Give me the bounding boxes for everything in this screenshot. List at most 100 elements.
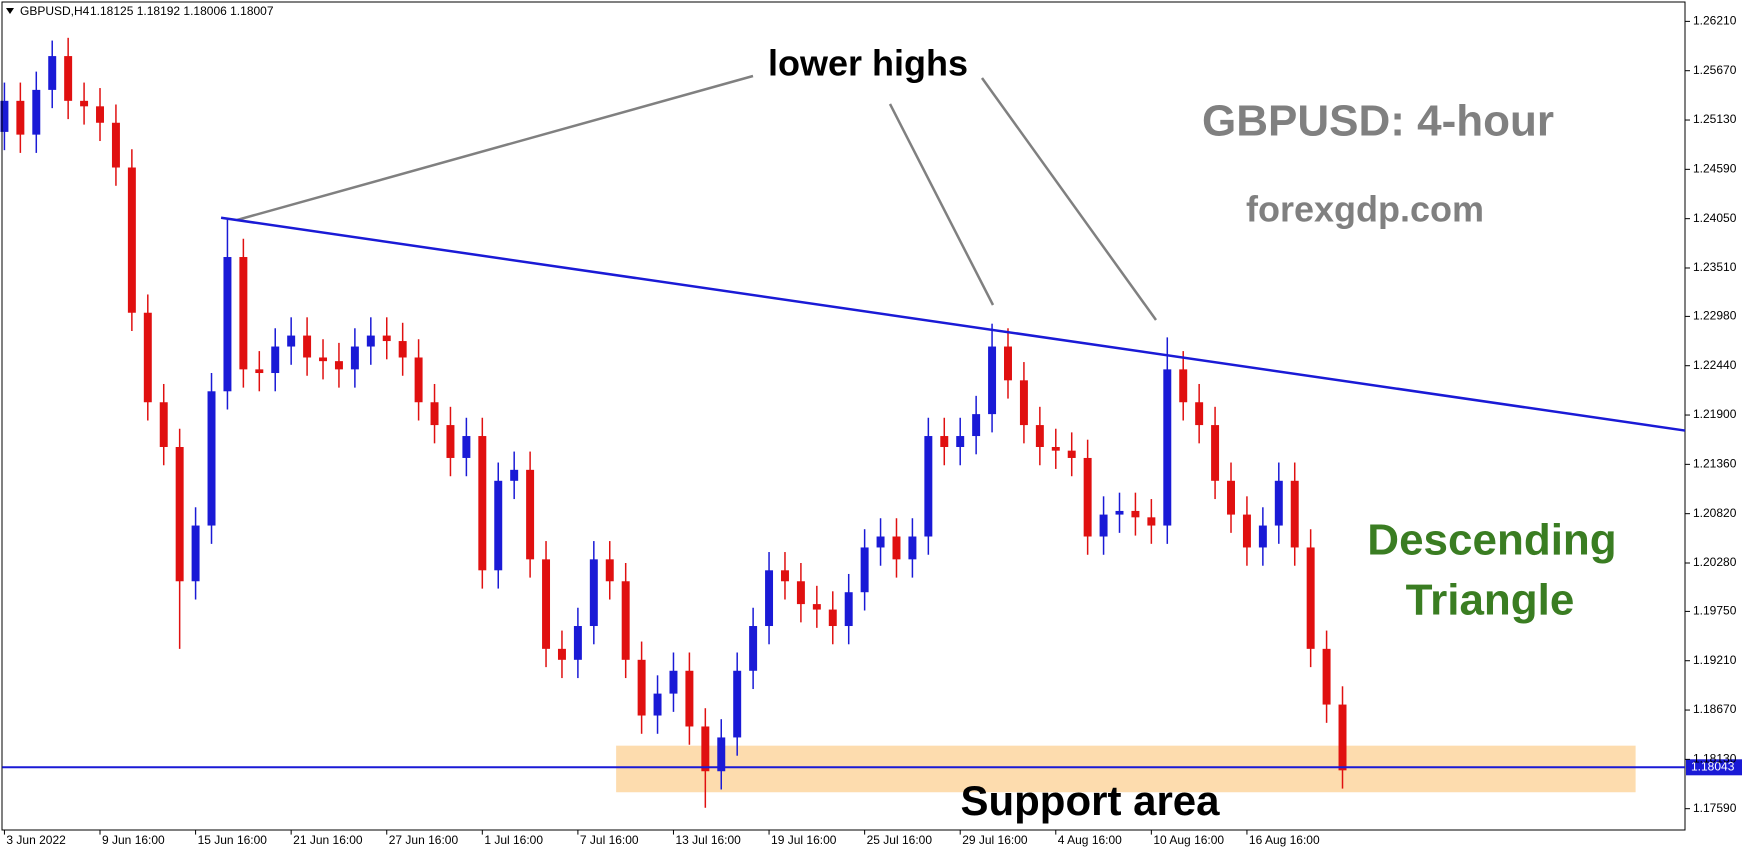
candle-body (1004, 346, 1012, 381)
candle-body (908, 536, 917, 560)
candle-body (366, 335, 375, 347)
price-tag (1686, 759, 1742, 776)
marks-layer (0, 37, 1347, 808)
price-tag-label: 1.18043 (1691, 759, 1735, 773)
candle-body (1211, 425, 1220, 481)
y-tick-label: 1.24590 (1693, 162, 1737, 176)
y-tick-label: 1.17590 (1693, 801, 1737, 815)
candle-body (972, 414, 981, 437)
candle-body (494, 480, 503, 571)
candle-body (1099, 514, 1108, 537)
candle-body (1067, 450, 1076, 458)
y-tick-label: 1.24050 (1693, 211, 1737, 225)
candle-body (398, 341, 407, 358)
y-tick-label: 1.18670 (1693, 702, 1737, 716)
y-tick-label: 1.25670 (1693, 63, 1737, 77)
candle-body (924, 436, 933, 537)
y-tick-label: 1.23510 (1693, 260, 1737, 274)
candle-body (557, 648, 566, 660)
candle-body (446, 425, 455, 458)
pattern-label: Triangle (1406, 576, 1575, 625)
candle-body (32, 89, 41, 135)
y-tick-label: 1.21360 (1693, 457, 1737, 471)
y-tick-label: 1.25130 (1693, 112, 1737, 126)
candle-body (1131, 510, 1140, 518)
candle-body (478, 436, 487, 571)
candle-body (1019, 380, 1028, 426)
candle-body (526, 469, 535, 560)
candle-body (191, 525, 200, 582)
x-tick-label: 4 Aug 16:00 (1058, 833, 1122, 847)
candle-body (16, 100, 25, 135)
plot-frame (1, 1, 1686, 831)
candle-body (48, 56, 57, 90)
x-tick-label: 10 Aug 16:00 (1153, 833, 1224, 847)
menu-arrow (6, 8, 14, 14)
candle-body (765, 570, 774, 627)
candle-body (223, 257, 232, 392)
candle-body (637, 659, 646, 716)
x-tick-label: 15 Jun 16:00 (198, 833, 268, 847)
x-tick-label: 13 Jul 16:00 (675, 833, 741, 847)
candle-body (1147, 517, 1156, 526)
x-tick-label: 16 Aug 16:00 (1249, 833, 1320, 847)
y-tick-label: 1.19210 (1693, 653, 1737, 667)
pointer-line (980, 77, 1158, 321)
candle-body (701, 726, 710, 772)
x-tick-label: 7 Jul 16:00 (580, 833, 639, 847)
candle-body (685, 670, 694, 727)
candle-body (653, 693, 662, 716)
candle-body (64, 56, 73, 101)
x-tick-label: 29 Jul 16:00 (962, 833, 1028, 847)
pattern-label: Descending (1367, 516, 1616, 565)
x-tick-label: 3 Jun 2022 (6, 833, 66, 847)
candle-body (573, 626, 582, 660)
candle-body (1322, 648, 1331, 705)
candle-body (956, 436, 965, 447)
candle-body (239, 257, 248, 370)
support-zone (616, 745, 1636, 793)
candle-body (940, 436, 949, 447)
ohlc-readout: 1.18125 1.18192 1.18006 1.18007 (90, 4, 274, 18)
y-tick-label: 1.22440 (1693, 358, 1737, 372)
candle-body (542, 559, 551, 649)
candle-body (1195, 402, 1204, 426)
candle-body (589, 559, 598, 627)
pointer-line (888, 103, 995, 306)
candle-body (271, 346, 280, 374)
site-name: forexgdp.com (1246, 189, 1484, 230)
candle-body (319, 357, 328, 362)
candle-body (175, 446, 184, 582)
candle-body (1227, 480, 1235, 515)
candle-body (733, 670, 742, 738)
top-layer: 1.18043 (2, 216, 1742, 776)
trendline (220, 216, 1686, 432)
candle-body (287, 335, 296, 347)
candle-body (605, 559, 614, 582)
candle-body (1115, 510, 1124, 515)
candle-body (796, 581, 805, 605)
candle-body (414, 357, 423, 403)
candle-body (988, 346, 997, 415)
candle-body (892, 536, 901, 560)
candle-body (1179, 369, 1188, 403)
support-label: Support area (960, 777, 1220, 824)
y-tick-label: 1.20280 (1693, 555, 1737, 569)
candle-body (96, 106, 104, 123)
x-tick-label: 1 Jul 16:00 (484, 833, 543, 847)
candle-body (510, 469, 519, 481)
candle-body (1290, 480, 1299, 548)
candle-body (812, 604, 821, 610)
y-tick-label: 1.21900 (1693, 407, 1737, 421)
candle-body (621, 581, 630, 660)
candle-body (255, 369, 264, 374)
candle-body (1051, 446, 1060, 451)
candle-body (1083, 457, 1092, 537)
candle-body (1258, 525, 1267, 548)
candle-body (828, 609, 837, 627)
y-tick-label: 1.22980 (1693, 309, 1737, 323)
symbol-title: GBPUSD,H4 (20, 4, 90, 18)
candle-body (1163, 369, 1172, 526)
